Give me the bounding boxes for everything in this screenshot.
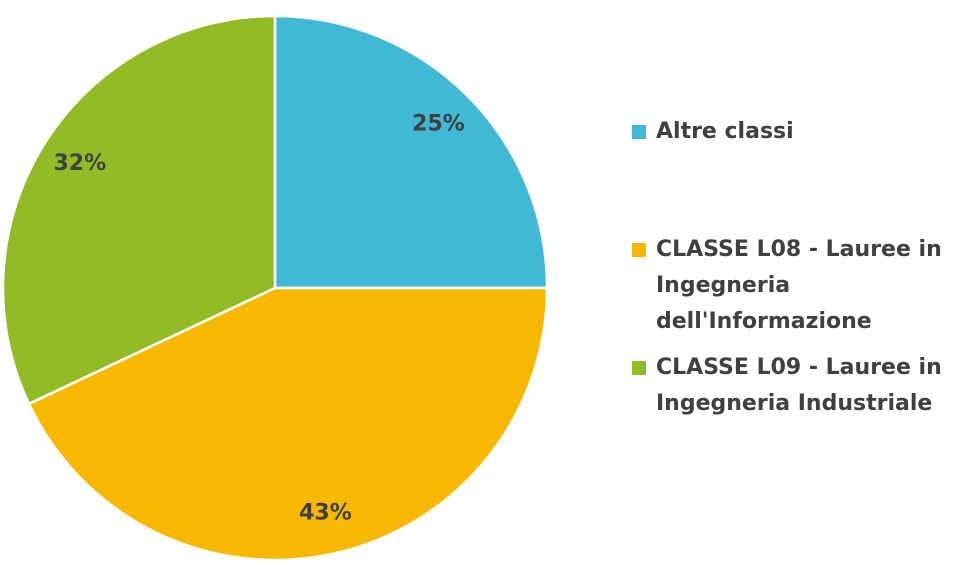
legend-label: CLASSE L09 - Lauree in Ingegneria Indust… bbox=[656, 355, 942, 416]
legend-item: CLASSE L09 - Lauree in Ingegneria Indust… bbox=[632, 350, 972, 422]
legend-swatch bbox=[632, 125, 646, 139]
data-label: 25% bbox=[412, 112, 465, 137]
legend-label: Altre classi bbox=[656, 119, 794, 144]
legend: Altre classi CLASSE L08 - Lauree in Ingeg… bbox=[632, 0, 972, 564]
chart: 25% 43% 32% bbox=[1, 14, 549, 562]
pie-slice bbox=[273, 14, 549, 290]
pie-slice bbox=[27, 286, 549, 562]
legend-item: CLASSE L08 - Lauree in Ingegneria dell'I… bbox=[632, 232, 972, 340]
data-label: 32% bbox=[53, 151, 106, 176]
pie-slice bbox=[1, 14, 277, 406]
legend-item: Altre classi bbox=[632, 114, 972, 150]
legend-swatch bbox=[632, 243, 646, 257]
legend-swatch bbox=[632, 361, 646, 375]
legend-label: CLASSE L08 - Lauree in Ingegneria dell'I… bbox=[656, 237, 942, 334]
data-label: 43% bbox=[299, 501, 352, 526]
